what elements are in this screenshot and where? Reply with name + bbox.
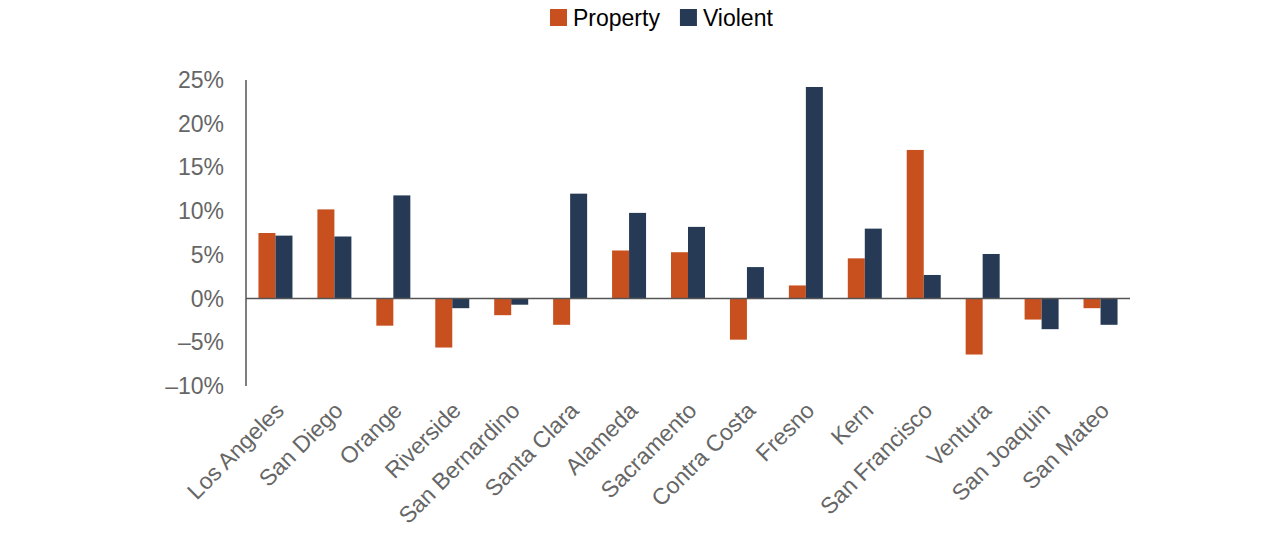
y-tick-label: 10% xyxy=(178,198,224,224)
y-tick-label: 20% xyxy=(178,111,224,137)
bar xyxy=(629,213,646,299)
bar xyxy=(435,299,452,348)
bar xyxy=(511,299,528,305)
bar xyxy=(317,209,334,298)
bar xyxy=(924,275,941,299)
chart-container: –10% –5% 0% 5% 10% 15% 20% 25% Los AngelesSan Di… xyxy=(0,0,1280,560)
bar xyxy=(966,299,983,355)
legend: Property Violent xyxy=(550,5,773,31)
legend-swatch xyxy=(550,9,567,26)
y-tick-label: 25% xyxy=(178,67,224,93)
x-tick-label: Santa Clara xyxy=(479,397,583,501)
bar xyxy=(553,299,570,325)
x-tick-label: San Francisco xyxy=(815,397,937,519)
legend-swatch xyxy=(680,9,697,26)
chart-svg: –10% –5% 0% 5% 10% 15% 20% 25% Los AngelesSan Di… xyxy=(0,0,1280,560)
x-axis-labels: Los AngelesSan DiegoOrangeRiversideSan B… xyxy=(182,397,1114,529)
bar xyxy=(730,299,747,340)
bar xyxy=(865,229,882,299)
bar xyxy=(1084,299,1101,309)
y-tick-label: 5% xyxy=(191,242,224,268)
x-tick-label: Kern xyxy=(826,397,879,450)
x-tick-label: San Diego xyxy=(254,397,348,491)
bar xyxy=(983,254,1000,299)
legend-label: Property xyxy=(573,5,660,31)
bar xyxy=(789,285,806,298)
bar xyxy=(452,299,469,309)
bar xyxy=(688,227,705,299)
bar xyxy=(806,87,823,299)
bar xyxy=(612,250,629,298)
bar xyxy=(747,267,764,298)
y-tick-label: –10% xyxy=(165,373,224,399)
y-tick-label: –5% xyxy=(178,329,224,355)
bar xyxy=(334,236,351,298)
bars xyxy=(258,87,1117,355)
bar xyxy=(393,195,410,298)
bar xyxy=(1025,299,1042,320)
y-tick-label: 15% xyxy=(178,154,224,180)
x-tick-label: Contra Costa xyxy=(646,397,760,511)
zero-line xyxy=(246,298,1130,300)
bar xyxy=(907,150,924,299)
bar xyxy=(1101,299,1118,325)
y-tick-label: 0% xyxy=(191,286,224,312)
bar xyxy=(570,194,587,299)
y-axis-line xyxy=(245,80,247,386)
legend-label: Violent xyxy=(703,5,774,31)
y-axis-ticks: –10% –5% 0% 5% 10% 15% 20% 25% xyxy=(165,67,224,399)
bar xyxy=(671,252,688,298)
x-tick-label: Fresno xyxy=(750,397,819,466)
bar xyxy=(1042,299,1059,330)
bar xyxy=(376,299,393,326)
bar xyxy=(848,258,865,298)
bar xyxy=(258,233,275,299)
bar xyxy=(275,236,292,299)
x-tick-label: San Mateo xyxy=(1017,397,1114,494)
bar xyxy=(494,299,511,316)
